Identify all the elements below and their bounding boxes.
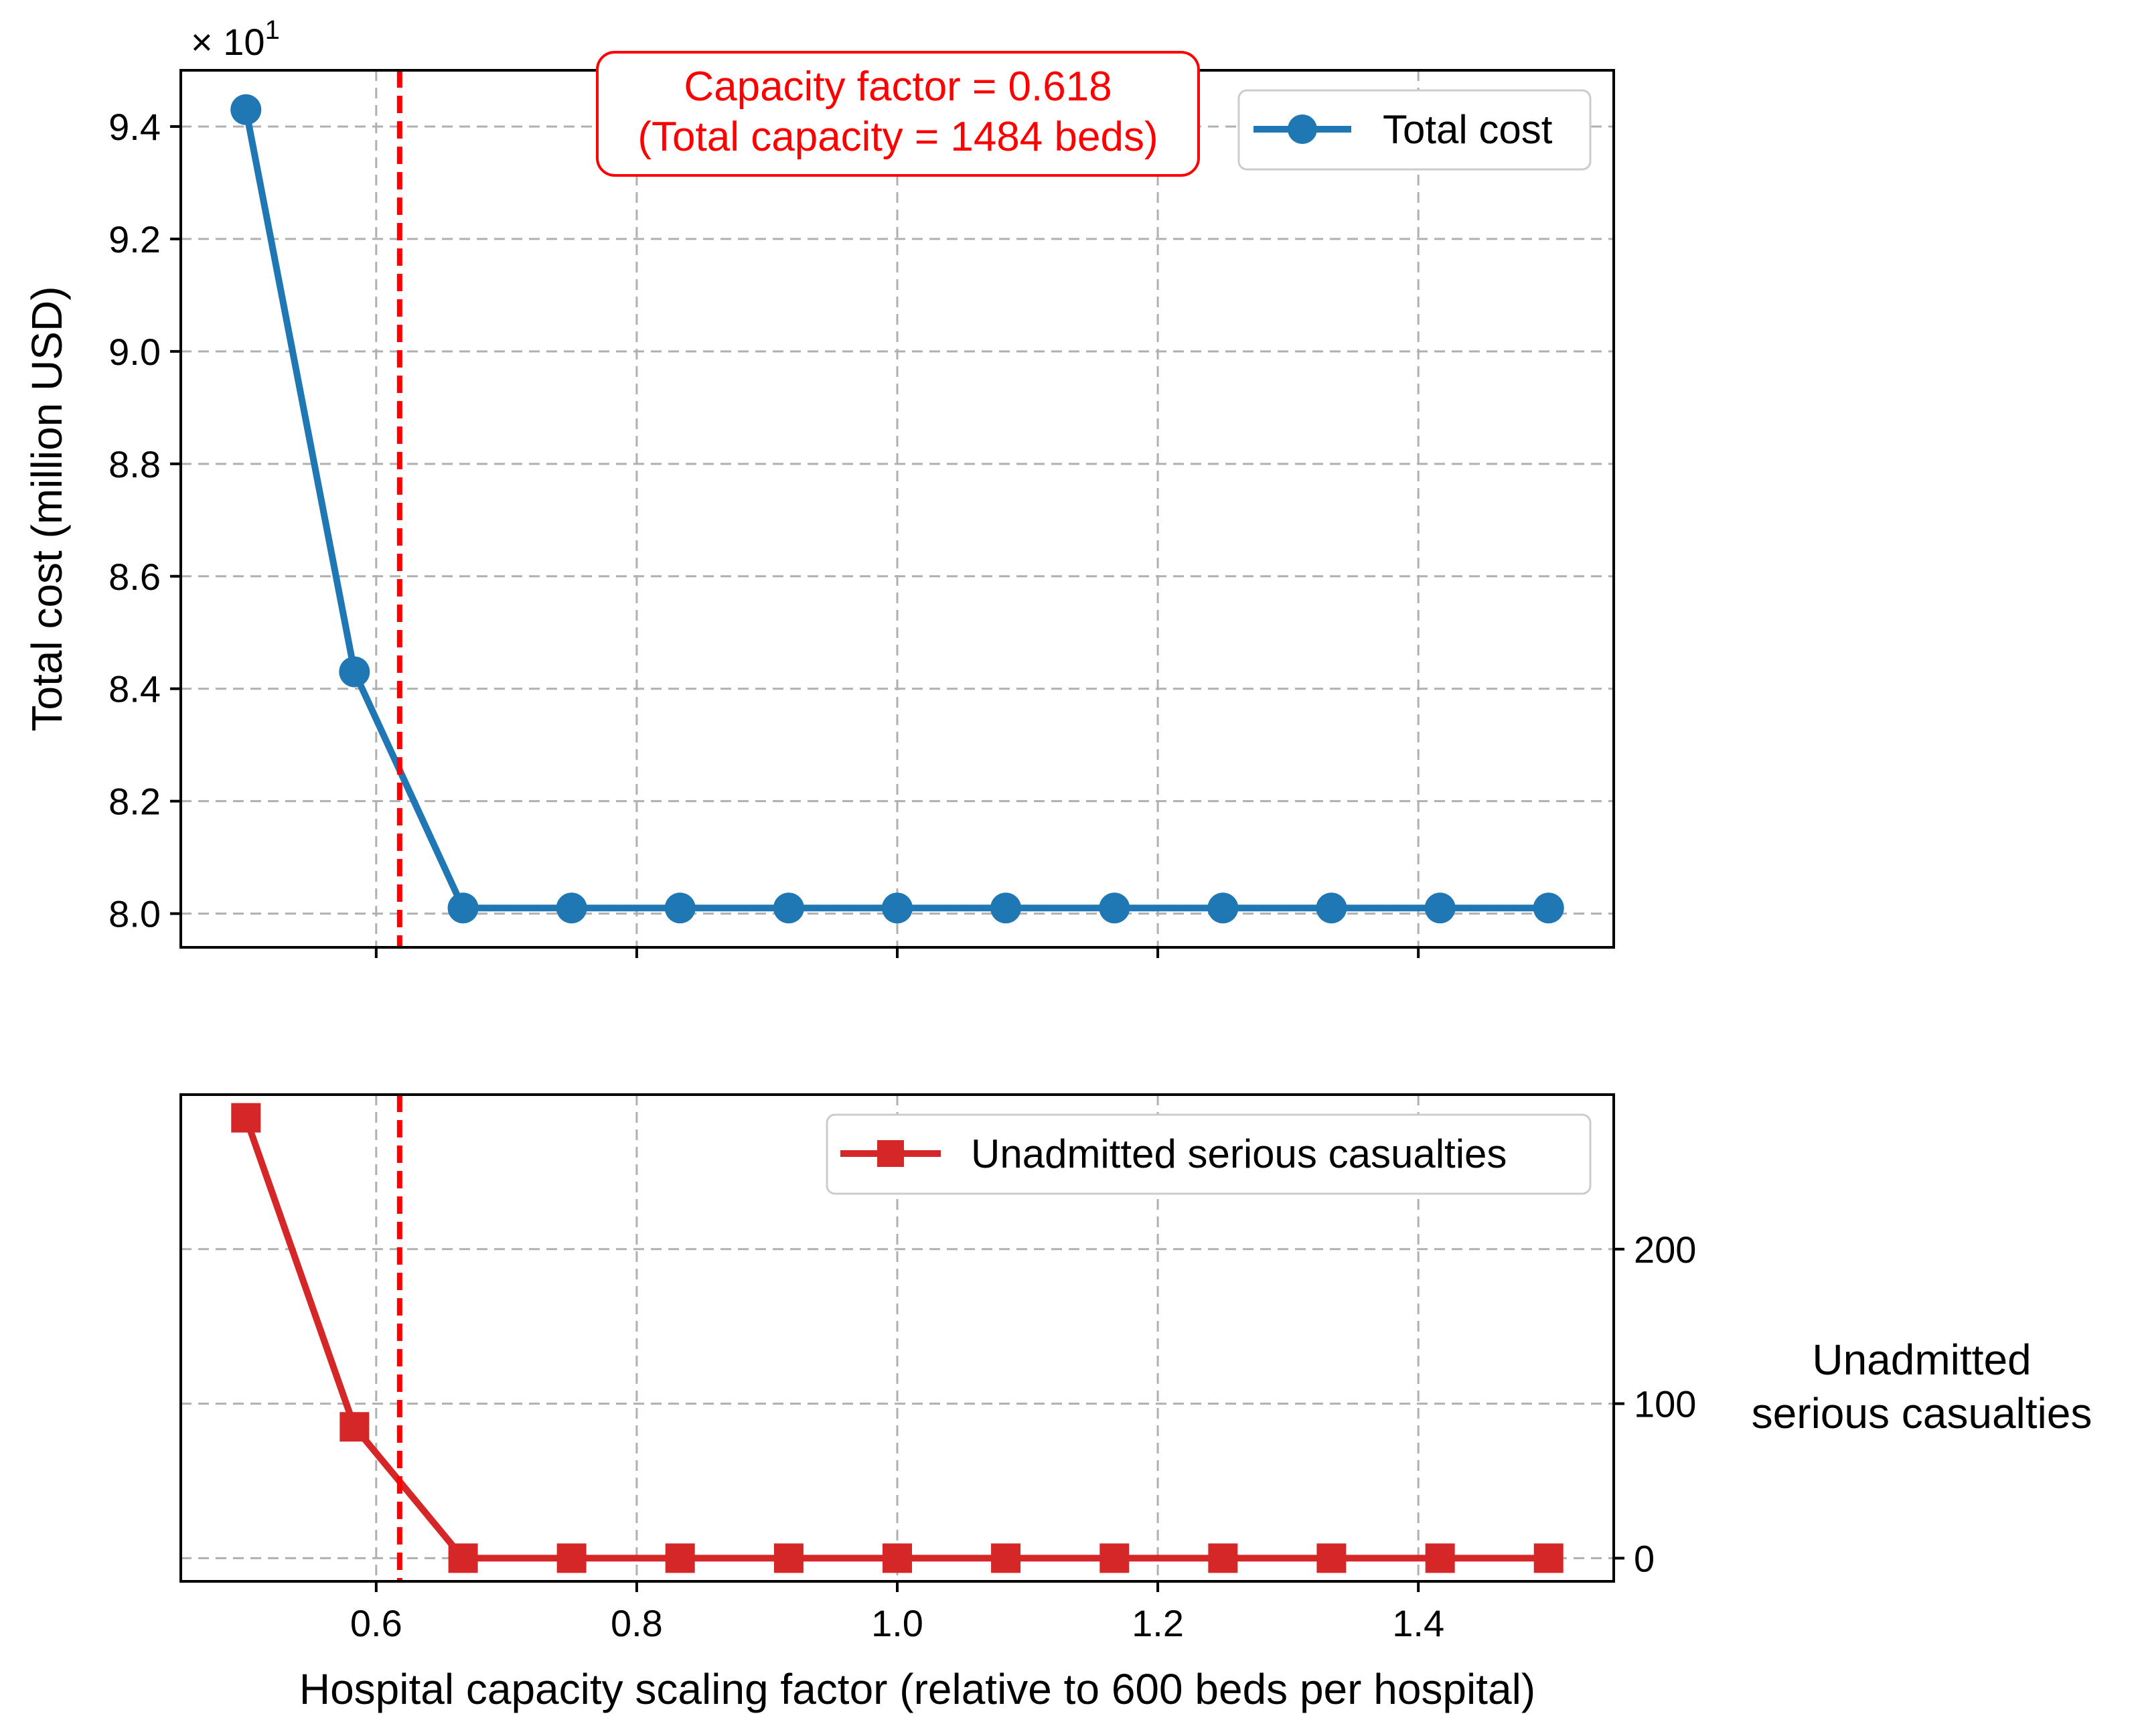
top-y-tick-label: 9.2 xyxy=(108,218,161,260)
bottom-legend: Unadmitted serious casualties xyxy=(826,1113,1592,1195)
bottom-x-tick-label: 1.4 xyxy=(1392,1602,1444,1644)
top-data-point xyxy=(339,656,370,688)
annotation-box xyxy=(596,51,1200,177)
bottom-y-ticks: 0 100 200 xyxy=(1614,1229,1696,1579)
bottom-data-point xyxy=(1425,1543,1455,1573)
top-series xyxy=(230,94,1564,924)
bottom-data-point xyxy=(339,1412,370,1442)
capacity-annotation: Capacity factor = 0.618 (Total capacity … xyxy=(596,51,1200,177)
top-data-point xyxy=(1099,892,1130,924)
top-data-point xyxy=(1207,892,1239,924)
bottom-data-point xyxy=(665,1543,695,1573)
top-data-point xyxy=(990,892,1022,924)
top-data-point xyxy=(664,892,696,924)
bottom-x-tick-label: 0.8 xyxy=(611,1602,663,1644)
bottom-y-tick-label: 100 xyxy=(1634,1383,1696,1425)
top-data-point xyxy=(1533,892,1564,924)
top-y-tick-label: 9.0 xyxy=(108,331,161,373)
bottom-y-axis-label-line-1: Unadmitted xyxy=(1812,1336,2031,1384)
bottom-data-point xyxy=(1316,1543,1347,1573)
top-data-point xyxy=(447,892,479,924)
top-y-tick-label: 8.0 xyxy=(108,893,161,935)
annotation-line-2: (Total capacity = 1484 beds) xyxy=(637,114,1158,160)
top-legend-label: Total cost xyxy=(1383,107,1553,152)
bottom-data-point xyxy=(448,1543,478,1573)
bottom-y-axis-label-line-2: serious casualties xyxy=(1752,1389,2092,1437)
x-axis-label: Hospital capacity scaling factor (relati… xyxy=(299,1665,1535,1713)
top-data-point xyxy=(882,892,913,924)
top-y-tick-label: 8.4 xyxy=(108,668,161,710)
y-multiplier-exponent: 1 xyxy=(265,15,280,45)
top-grid xyxy=(181,70,1614,947)
bottom-data-point xyxy=(773,1543,804,1573)
bottom-legend-marker xyxy=(877,1140,904,1167)
y-multiplier-text: × 101 xyxy=(191,15,280,63)
top-x-ticks xyxy=(374,947,1420,958)
top-y-tick-label: 8.6 xyxy=(108,556,161,598)
top-legend-box xyxy=(1237,89,1592,171)
bottom-x-ticks: 0.6 0.8 1.0 1.2 1.4 xyxy=(350,1581,1444,1644)
top-data-point xyxy=(556,892,587,924)
bottom-data-point xyxy=(883,1543,912,1573)
top-panel: 8.0 8.2 8.4 8.6 8.8 9.0 9.2 9.4 × 101 Total cos… xyxy=(23,15,1615,958)
top-data-point xyxy=(1424,892,1456,924)
top-y-tick-label: 8.8 xyxy=(108,443,161,485)
bottom-x-tick-label: 1.2 xyxy=(1132,1602,1184,1644)
bottom-data-point xyxy=(1533,1543,1564,1573)
bottom-y-tick-label: 200 xyxy=(1634,1229,1696,1271)
bottom-panel: 0.6 0.8 1.0 1.2 1.4 0 100 200 Hospital capacit… xyxy=(179,1093,2092,1713)
annotation-line-1: Capacity factor = 0.618 xyxy=(684,64,1112,110)
bottom-data-point xyxy=(231,1103,261,1133)
top-data-point xyxy=(1316,892,1347,924)
bottom-data-point xyxy=(1099,1543,1130,1573)
top-y-tick-label: 9.4 xyxy=(108,106,161,148)
top-data-point xyxy=(773,892,804,924)
bottom-legend-label: Unadmitted serious casualties xyxy=(971,1131,1507,1176)
bottom-data-point xyxy=(556,1543,587,1573)
y-multiplier-base: × 10 xyxy=(191,21,265,63)
top-y-ticks: 8.0 8.2 8.4 8.6 8.8 9.0 9.2 9.4 xyxy=(108,106,181,935)
bottom-data-point xyxy=(991,1543,1021,1573)
bottom-x-tick-label: 0.6 xyxy=(350,1602,402,1644)
top-legend: Total cost xyxy=(1237,89,1592,171)
bottom-x-tick-label: 1.0 xyxy=(871,1602,923,1644)
top-y-axis-label: Total cost (million USD) xyxy=(23,286,71,731)
bottom-data-point xyxy=(1208,1543,1238,1573)
bottom-y-tick-label: 0 xyxy=(1634,1537,1655,1579)
top-data-point xyxy=(230,94,262,125)
top-y-tick-label: 8.2 xyxy=(108,781,161,823)
top-legend-marker xyxy=(1288,114,1317,144)
bottom-legend-box xyxy=(826,1113,1592,1195)
bottom-series xyxy=(231,1103,1564,1573)
